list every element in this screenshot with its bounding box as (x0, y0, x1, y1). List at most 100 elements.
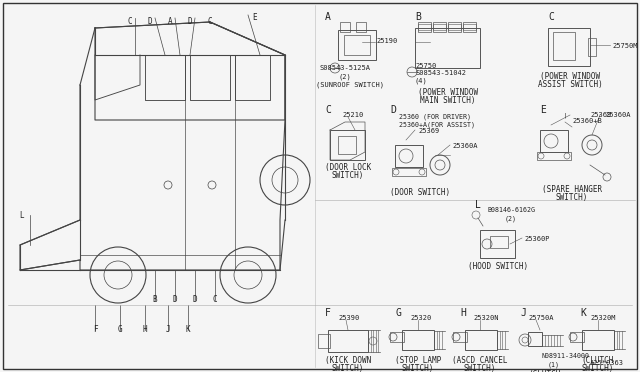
Text: D: D (173, 295, 177, 304)
Text: 25320: 25320 (410, 315, 431, 321)
Text: C: C (212, 295, 218, 304)
Text: C: C (325, 105, 331, 115)
Bar (344, 35, 370, 55)
Text: |: | (563, 113, 566, 119)
Bar (356, 22, 366, 32)
Text: G: G (118, 325, 122, 334)
Bar (433, 22, 446, 32)
Bar (453, 332, 467, 342)
Text: C: C (548, 12, 554, 22)
Text: E: E (540, 105, 546, 115)
Bar (418, 24, 431, 30)
Text: 25750A: 25750A (528, 315, 554, 321)
Text: A: A (168, 17, 172, 26)
Text: 25360+B: 25360+B (572, 118, 602, 124)
Text: 25360P: 25360P (524, 236, 550, 242)
Text: D: D (390, 105, 396, 115)
Bar (448, 22, 461, 32)
Text: H: H (143, 325, 147, 334)
Text: SWITCH): SWITCH) (332, 171, 364, 180)
Bar (395, 145, 423, 167)
Text: 25360+A(FOR ASSIST): 25360+A(FOR ASSIST) (399, 121, 475, 128)
Bar (463, 22, 476, 32)
Text: (SUNROOF SWITCH): (SUNROOF SWITCH) (316, 82, 384, 89)
Bar (448, 24, 461, 30)
Text: 25369: 25369 (590, 112, 611, 118)
Bar (537, 152, 571, 160)
Text: 25210: 25210 (342, 112, 364, 118)
Text: D: D (148, 17, 152, 26)
Text: (ASCD CANCEL: (ASCD CANCEL (452, 356, 508, 365)
Text: 25750: 25750 (415, 63, 436, 69)
Text: J: J (166, 325, 170, 334)
Text: 25390: 25390 (338, 315, 359, 321)
Bar (588, 38, 596, 56)
Text: (2): (2) (339, 73, 351, 80)
Text: (STOP LAMP: (STOP LAMP (395, 356, 441, 365)
Bar (528, 332, 542, 346)
Text: (POWER WINDOW: (POWER WINDOW (540, 72, 600, 81)
Text: ASSIST SWITCH): ASSIST SWITCH) (538, 80, 602, 89)
Text: S08543-5125A: S08543-5125A (319, 65, 371, 71)
Bar (330, 130, 365, 160)
Text: (SPARE HANGER: (SPARE HANGER (542, 185, 602, 194)
Bar (465, 330, 497, 350)
Bar (433, 24, 446, 30)
Text: H: H (460, 308, 466, 318)
Bar (582, 330, 614, 350)
Text: K: K (186, 325, 190, 334)
Bar (338, 30, 376, 60)
Text: (HOOD SWITCH): (HOOD SWITCH) (468, 262, 528, 271)
Bar (390, 332, 404, 342)
Text: (POWER WINDOW: (POWER WINDOW (418, 88, 478, 97)
Text: MAIN SWITCH): MAIN SWITCH) (420, 96, 476, 105)
Text: G: G (395, 308, 401, 318)
Text: (4): (4) (415, 78, 428, 84)
Text: 25320M: 25320M (590, 315, 616, 321)
Bar (490, 236, 508, 248)
Text: (CLUTCH: (CLUTCH (582, 356, 614, 365)
Bar (415, 28, 480, 68)
Text: 25360 (FOR DRIVER): 25360 (FOR DRIVER) (399, 113, 471, 119)
Text: B: B (415, 12, 421, 22)
Bar (548, 28, 590, 66)
Text: (CLUTCH: (CLUTCH (529, 370, 561, 372)
Bar (553, 32, 575, 60)
Bar (402, 330, 434, 350)
Text: C: C (128, 17, 132, 26)
Text: 25190: 25190 (376, 38, 397, 44)
Text: SWITCH): SWITCH) (582, 364, 614, 372)
Text: SWITCH): SWITCH) (402, 364, 434, 372)
Text: SWITCH): SWITCH) (464, 364, 496, 372)
Bar (328, 330, 368, 352)
Bar (480, 230, 515, 258)
Bar (340, 22, 350, 32)
Text: SWITCH): SWITCH) (332, 364, 364, 372)
Text: 25320N: 25320N (473, 315, 499, 321)
Text: 25750M: 25750M (612, 43, 637, 49)
Bar (318, 334, 330, 348)
Bar (463, 24, 476, 30)
Text: A: A (325, 12, 331, 22)
Text: 25360A: 25360A (452, 143, 477, 149)
Bar (540, 130, 568, 152)
Text: SWITCH): SWITCH) (556, 193, 588, 202)
Text: (DOOR SWITCH): (DOOR SWITCH) (390, 188, 450, 197)
Text: 25360A: 25360A (605, 112, 630, 118)
Text: A25*0363: A25*0363 (590, 360, 624, 366)
Text: (KICK DOWN: (KICK DOWN (325, 356, 371, 365)
Text: B08146-6162G: B08146-6162G (488, 207, 536, 213)
Text: 25369: 25369 (418, 128, 439, 134)
Text: F: F (93, 325, 97, 334)
Text: L: L (20, 211, 24, 219)
Text: (DOOR LOCK: (DOOR LOCK (325, 163, 371, 172)
Text: (2): (2) (505, 215, 517, 221)
Text: E: E (253, 13, 257, 22)
Bar (418, 22, 431, 32)
Bar (338, 136, 356, 154)
Text: F: F (325, 308, 331, 318)
Text: B: B (153, 295, 157, 304)
Text: L: L (475, 200, 481, 210)
Text: J: J (520, 308, 526, 318)
Bar (570, 332, 584, 342)
